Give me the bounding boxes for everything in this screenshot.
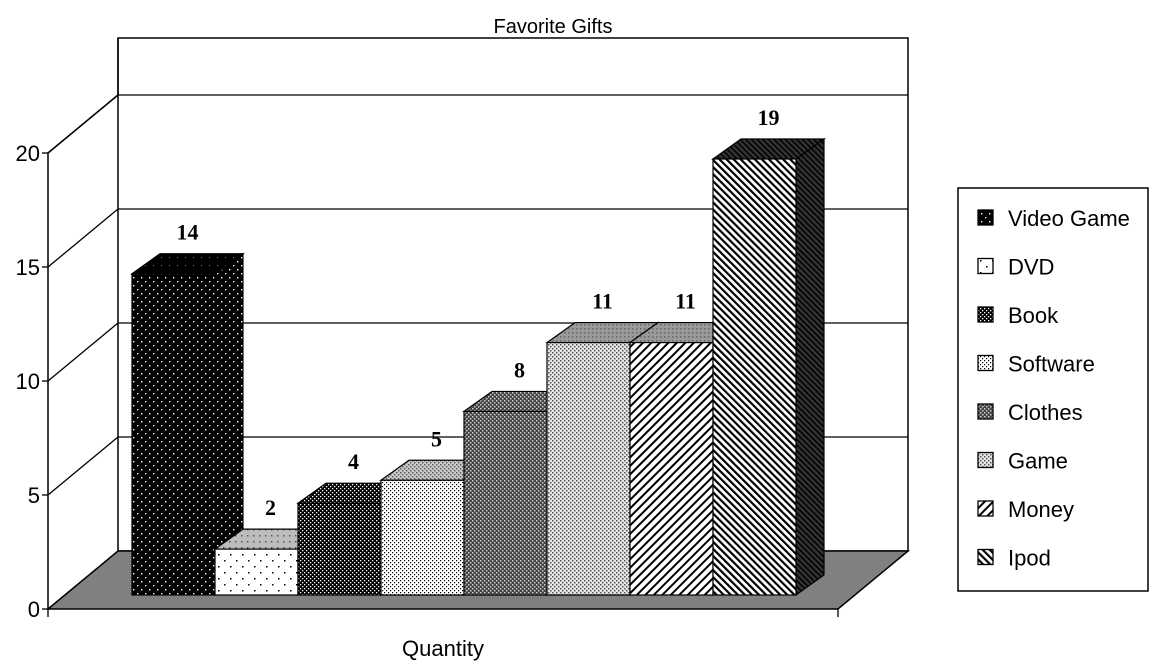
legend-swatch [977, 403, 994, 420]
bar-front [297, 502, 382, 596]
legend-label: Clothes [1008, 400, 1083, 425]
bar [130, 252, 245, 597]
legend-swatch [977, 451, 994, 469]
bar-front [214, 548, 299, 596]
legend-swatch [977, 500, 994, 517]
data-label: 11 [675, 289, 696, 314]
bar-side [795, 137, 825, 597]
bar-front [546, 341, 631, 596]
bar-front [131, 273, 216, 596]
legend-label: DVD [1008, 255, 1054, 280]
y-tick-label: 20 [16, 141, 40, 166]
gridline-diagonal [47, 322, 119, 382]
legend-label: Game [1008, 449, 1068, 474]
x-axis-label: Quantity [402, 636, 484, 661]
data-label: 19 [758, 105, 780, 130]
legend-swatch [977, 209, 994, 226]
legend-label: Software [1008, 352, 1095, 377]
legend-label: Book [1008, 303, 1059, 328]
data-label: 4 [348, 449, 359, 474]
y-tick-label: 15 [16, 255, 40, 280]
data-label: 2 [265, 495, 276, 520]
bar-front [629, 341, 714, 596]
gridline-diagonal [47, 436, 119, 496]
gridline-diagonal [47, 208, 119, 268]
legend-swatch [977, 306, 994, 323]
legend-swatch [977, 548, 994, 566]
legend-label: Video Game [1008, 206, 1130, 231]
data-label: 14 [177, 220, 199, 245]
bar-front [380, 479, 465, 596]
legend-label: Ipod [1008, 546, 1051, 571]
data-label: 11 [592, 289, 613, 314]
y-tick-label: 10 [16, 369, 40, 394]
y-tick-label: 5 [28, 483, 40, 508]
bar-front [712, 158, 797, 596]
data-label: 5 [431, 426, 442, 451]
gridline-diagonal [47, 94, 119, 154]
chart-title: Favorite Gifts [494, 16, 613, 38]
side-wall-edge [47, 38, 119, 154]
bar [711, 137, 826, 597]
legend-box [957, 187, 1149, 592]
legend-swatch [977, 257, 994, 275]
y-tick-label: 0 [28, 597, 40, 622]
data-label: 8 [514, 357, 525, 382]
bar-front [463, 410, 548, 596]
legend-label: Money [1008, 497, 1074, 522]
legend-swatch [977, 354, 994, 372]
